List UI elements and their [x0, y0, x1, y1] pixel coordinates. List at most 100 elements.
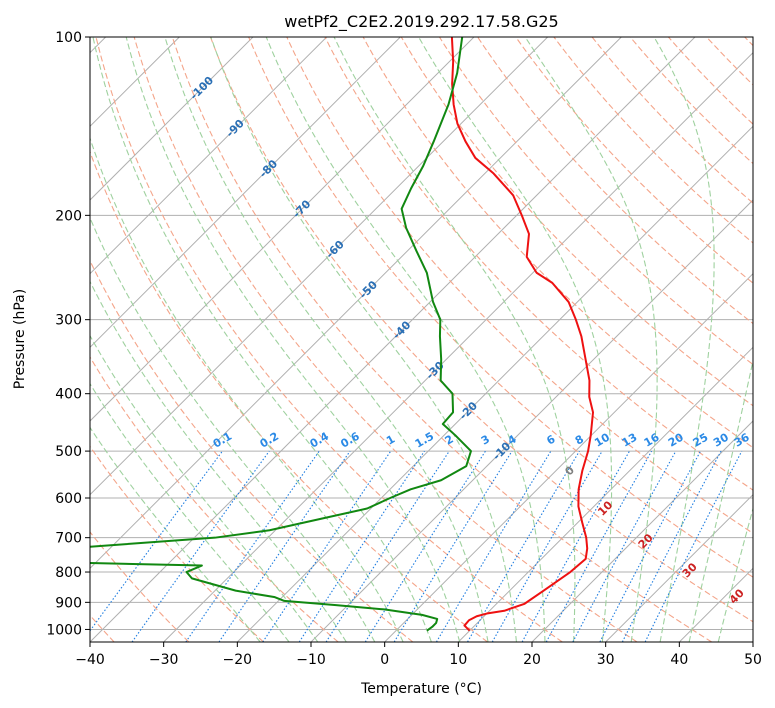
dry-adiabat — [90, 150, 488, 642]
mixing-ratio-line — [90, 450, 223, 632]
mixing-ratio-line — [218, 450, 351, 642]
moist-adiabat — [717, 506, 753, 642]
isotherm-line — [90, 37, 254, 201]
mixing-ratio-line — [545, 450, 653, 642]
y-tick-label: 200 — [55, 208, 82, 224]
dewpoint-line — [90, 37, 472, 632]
dry-adiabat — [90, 531, 190, 642]
mixing-ratio-label: 0.1 — [211, 430, 234, 451]
moist-adiabat — [164, 37, 489, 642]
moist-adiabat-label: 20 — [636, 531, 656, 551]
dry-adiabat — [90, 356, 339, 642]
mixing-ratio-line — [262, 450, 392, 642]
x-tick-label: 30 — [597, 652, 615, 668]
x-axis: −40 −30 −20 −10 0 10 20 30 40 50 — [75, 642, 762, 668]
isotherm-line — [678, 567, 753, 642]
isotherm-line — [90, 37, 549, 496]
x-tick-label: 20 — [523, 652, 541, 668]
mixing-ratio-label: 20 — [666, 430, 686, 449]
dry-adiabat — [629, 37, 753, 165]
y-tick-label: 300 — [55, 313, 82, 329]
x-tick-label: −20 — [223, 652, 253, 668]
dry-adiabat — [133, 37, 638, 642]
mixing-ratio-label: 25 — [691, 431, 711, 450]
isotherm-line — [90, 37, 475, 422]
moist-adiabat — [92, 37, 432, 642]
y-tick-label: 500 — [55, 444, 82, 460]
isotherm-line — [90, 37, 696, 642]
mixing-ratio-line — [393, 450, 513, 642]
moist-adiabat — [90, 426, 261, 642]
moist-adiabat — [90, 280, 347, 642]
mixing-ratio-line — [644, 450, 743, 642]
moist-adiabat — [333, 37, 576, 642]
dry-adiabat — [515, 37, 753, 284]
dry-adiabat — [477, 37, 753, 325]
dry-adiabat — [90, 259, 414, 642]
mixing-ratio-line — [521, 450, 630, 642]
moist-adiabat — [653, 37, 715, 642]
isotherm-line — [752, 641, 753, 642]
mixing-ratio-label: 0.4 — [308, 429, 332, 450]
dry-adiabat — [706, 37, 753, 86]
isotherm-line — [605, 493, 753, 642]
y-axis: 1000 900 800 700 600 500 400 300 200 100 — [46, 30, 90, 638]
dry-adiabat — [667, 37, 753, 125]
x-tick-label: −10 — [296, 652, 326, 668]
y-tick-label: 1000 — [46, 622, 82, 638]
dry-adiabat — [324, 37, 753, 491]
dry-adiabat — [553, 37, 753, 244]
y-tick-label: 700 — [55, 531, 82, 547]
isotherm-line — [90, 37, 401, 349]
x-tick-label: 50 — [744, 652, 762, 668]
y-tick-label: 900 — [55, 595, 82, 611]
mixing-ratio-line — [298, 450, 425, 642]
y-tick-label: 400 — [55, 387, 82, 403]
mixing-ratio-label: 0.2 — [258, 430, 281, 451]
moist-adiabat — [90, 334, 319, 642]
x-tick-label: 40 — [670, 652, 688, 668]
moist-adiabat — [418, 37, 613, 642]
moist-adiabat-label: 40 — [727, 586, 747, 606]
x-tick-label: −30 — [149, 652, 179, 668]
mixing-ratio-label: 36 — [732, 430, 752, 449]
y-axis-label: Pressure (hPa) — [12, 289, 28, 389]
temperature-line — [450, 37, 595, 632]
mixing-ratio-label: 1.5 — [413, 430, 436, 451]
mixing-ratio-line — [325, 450, 450, 642]
dry-adiabat — [362, 37, 753, 449]
mixing-ratio-line — [599, 450, 702, 642]
isotherm-line — [531, 420, 753, 642]
moist-adiabat — [90, 136, 404, 642]
chart-title: wetPf2_C2E2.2019.292.17.58.G25 — [284, 12, 558, 32]
dry-adiabat — [209, 37, 753, 623]
dry-adiabat — [286, 37, 753, 534]
x-axis-label: Temperature (°C) — [360, 681, 482, 697]
moist-adiabat-label: 0 — [562, 463, 577, 478]
mixing-ratio-label: 6 — [544, 432, 557, 447]
x-tick-label: 0 — [380, 652, 389, 668]
moist-adiabat — [524, 37, 658, 642]
mixing-ratio-label: 3 — [479, 433, 492, 448]
dry-adiabat — [95, 37, 563, 642]
dry-adiabat — [744, 37, 753, 47]
mixing-ratio-line — [435, 450, 552, 642]
isotherm-line — [90, 37, 328, 275]
isotherm-line — [310, 199, 753, 642]
isotherm-line — [90, 37, 622, 570]
moist-adiabat — [125, 37, 461, 642]
y-tick-label: 600 — [55, 491, 82, 507]
isotherm-line — [236, 125, 753, 642]
moist-adiabat — [688, 358, 753, 642]
mixing-ratio-line — [621, 450, 722, 642]
moist-adiabat — [210, 37, 518, 642]
isotherm-line — [457, 346, 753, 642]
dry-adiabat — [248, 37, 753, 578]
mixing-ratio-label: 8 — [573, 433, 586, 448]
mixing-ratio-line — [185, 450, 320, 642]
plot-frame — [89, 36, 754, 643]
moist-adiabat — [265, 37, 546, 642]
mixing-ratio-line — [491, 450, 603, 642]
mixing-ratio-line — [131, 450, 270, 642]
